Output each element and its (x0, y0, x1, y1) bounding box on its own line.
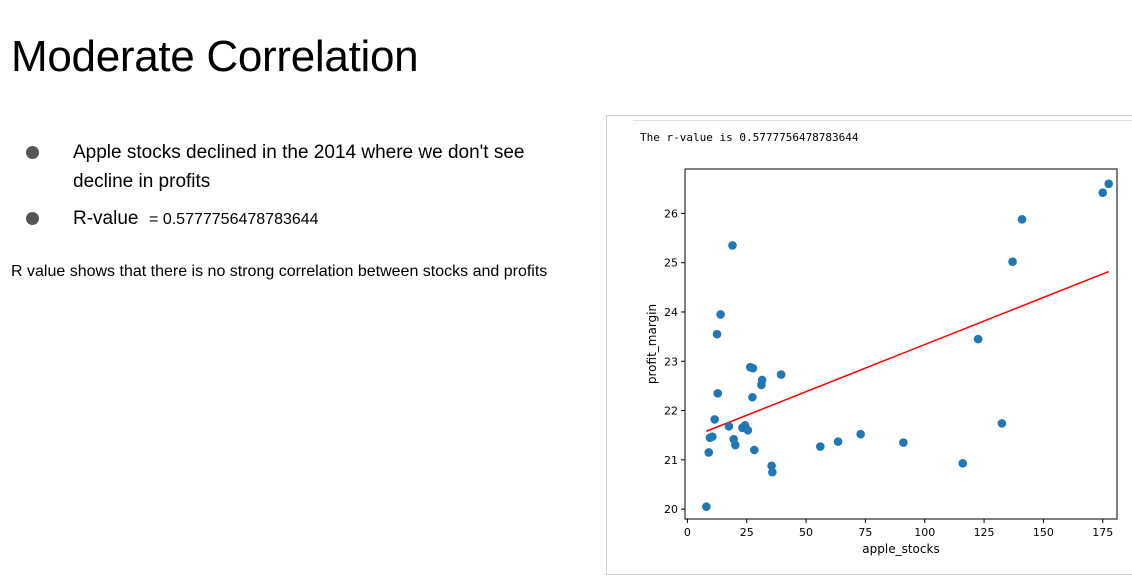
bullet-dot-icon (26, 146, 39, 159)
y-tick-label: 26 (664, 207, 678, 220)
data-point (1098, 188, 1108, 197)
x-tick-label: 75 (858, 526, 872, 539)
y-tick-label: 21 (664, 454, 678, 467)
data-point (757, 375, 767, 385)
regression-line (706, 270, 1109, 432)
y-tick-label: 20 (664, 503, 678, 516)
data-point (958, 458, 968, 468)
y-tick-label: 22 (664, 405, 678, 418)
data-point (702, 502, 711, 511)
data-point (899, 438, 908, 447)
slide-title: Moderate Correlation (11, 32, 419, 81)
bullet-item: R-value = 0.5777756478783644 (26, 204, 546, 234)
x-tick-label: 150 (1033, 526, 1054, 539)
data-point (856, 429, 865, 439)
bullet-list: Apple stocks declined in the 2014 where … (26, 138, 546, 242)
data-point (748, 363, 758, 373)
data-point (707, 432, 717, 441)
data-point (776, 370, 786, 379)
data-point (748, 392, 757, 402)
data-point (743, 425, 753, 435)
data-point (712, 329, 722, 339)
scatter-chart: 0 25 50 75 100 125 150 175 20 21 22 23 24 25 26 apple_… (645, 168, 1118, 556)
bullet-text: Apple stocks declined in the 2014 where … (73, 142, 525, 192)
data-point (728, 241, 737, 250)
data-point (1104, 179, 1113, 189)
y-tick-label: 25 (664, 257, 678, 270)
data-point (710, 415, 719, 424)
data-point (815, 442, 825, 451)
notebook-output-panel: The r-value is 0.5777756478783644 (606, 115, 1132, 575)
y-axis-label: profit_margin (645, 304, 659, 384)
data-point (704, 448, 714, 457)
y-tick-label: 23 (664, 355, 678, 368)
x-tick-label: 175 (1092, 526, 1113, 539)
data-point (716, 310, 725, 319)
data-point (997, 419, 1007, 428)
x-tick-label: 25 (740, 526, 754, 539)
y-tick-label: 24 (664, 306, 678, 319)
r-value-output: The r-value is 0.5777756478783644 (640, 131, 859, 144)
bullet-item: Apple stocks declined in the 2014 where … (26, 138, 546, 196)
x-tick-label: 0 (684, 526, 691, 539)
summary-note: R value shows that there is no strong co… (11, 263, 548, 280)
data-point (1017, 214, 1027, 224)
output-divider (633, 120, 1132, 121)
r-value: = 0.5777756478783644 (149, 211, 319, 228)
data-point (767, 461, 776, 471)
plot-frame (684, 168, 1118, 520)
data-point (731, 440, 740, 450)
data-point (750, 445, 759, 455)
data-point (833, 437, 843, 446)
x-tick-label: 125 (974, 526, 995, 539)
bullet-label: R-value (73, 208, 139, 229)
data-point (973, 334, 983, 344)
data-point (713, 388, 723, 398)
data-point (768, 467, 777, 477)
data-point (1008, 257, 1017, 266)
data-point (724, 422, 734, 431)
x-tick-label: 50 (799, 526, 813, 539)
x-tick-label: 100 (914, 526, 935, 539)
x-axis-label: apple_stocks (862, 542, 939, 556)
bullet-dot-icon (26, 212, 39, 225)
